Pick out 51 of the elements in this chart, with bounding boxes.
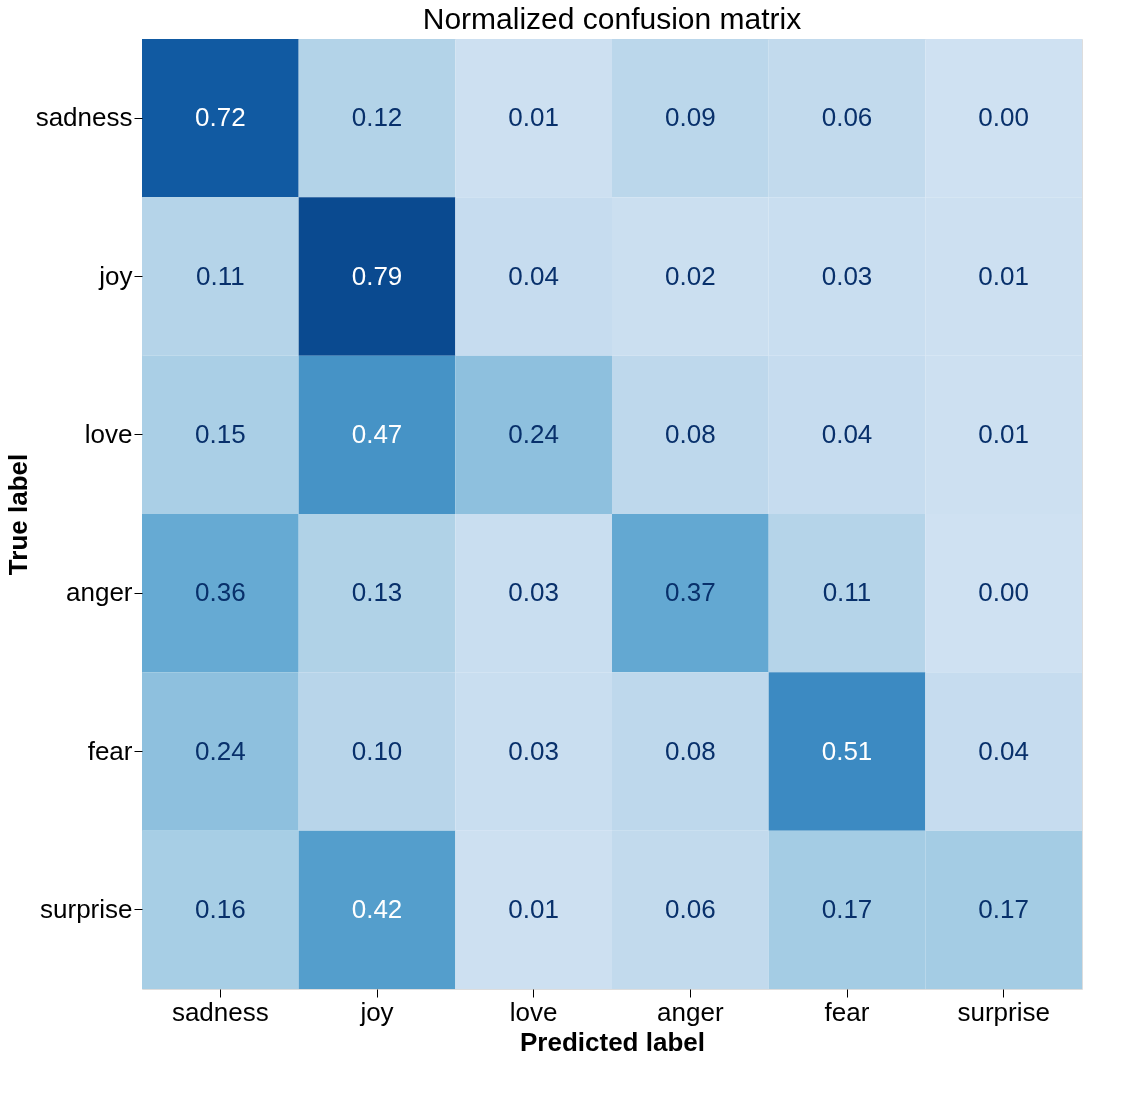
x-tick-label: surprise: [957, 996, 1050, 1027]
data-label: 0.03: [821, 260, 873, 291]
data-label: 0.08: [665, 735, 716, 766]
data-label: 0.01: [978, 260, 1029, 291]
y-tick-label: anger: [66, 577, 133, 608]
data-label: 0.01: [978, 418, 1029, 449]
data-label: 0.15: [195, 418, 246, 449]
data-label: 0.13: [351, 577, 403, 608]
y-tick-label: joy: [98, 260, 133, 291]
data-label: 0.42: [351, 893, 403, 924]
data-label: 0.24: [195, 735, 246, 766]
data-label: 0.24: [508, 418, 559, 449]
data-label: 0.12: [351, 102, 403, 133]
x-tick-label: sadness: [171, 996, 269, 1027]
data-label: 0.17: [978, 893, 1029, 924]
data-label: 0.04: [508, 260, 559, 291]
data-label: 0.08: [665, 418, 716, 449]
y-tick-label: surprise: [40, 893, 133, 924]
y-tick-label: sadness: [35, 102, 133, 133]
x-tick-label: fear: [824, 996, 870, 1027]
data-label: 0.11: [822, 577, 872, 608]
data-label: 0.04: [978, 735, 1029, 766]
data-label: 0.16: [195, 893, 246, 924]
data-label: 0.04: [821, 418, 873, 449]
data-label: 0.36: [195, 577, 246, 608]
data-label: 0.01: [508, 893, 559, 924]
data-label: 0.03: [508, 577, 559, 608]
chart-title: Normalized confusion matrix: [422, 2, 802, 35]
data-label: 0.79: [351, 260, 403, 291]
x-axis-title: Predicted label: [520, 1026, 705, 1057]
y-tick-label: love: [84, 418, 133, 449]
data-label: 0.47: [351, 418, 403, 449]
data-label: 0.03: [508, 735, 559, 766]
data-label: 0.01: [508, 102, 559, 133]
y-axis-title: True label: [2, 453, 33, 576]
data-label: 0.10: [351, 735, 403, 766]
data-label: 0.51: [821, 735, 873, 766]
data-label: 0.02: [665, 260, 716, 291]
data-label: 0.00: [978, 102, 1029, 133]
data-label: 0.72: [195, 102, 246, 133]
data-label: 0.00: [978, 577, 1029, 608]
data-label: 0.17: [821, 893, 873, 924]
data-label: 0.11: [195, 260, 245, 291]
x-tick-label: love: [509, 996, 558, 1027]
data-label: 0.37: [665, 577, 716, 608]
data-label: 0.06: [665, 893, 716, 924]
y-tick-label: fear: [87, 735, 133, 766]
x-tick-label: joy: [359, 996, 394, 1027]
x-tick-label: anger: [657, 996, 724, 1027]
data-label: 0.09: [665, 102, 716, 133]
data-label: 0.06: [821, 102, 873, 133]
